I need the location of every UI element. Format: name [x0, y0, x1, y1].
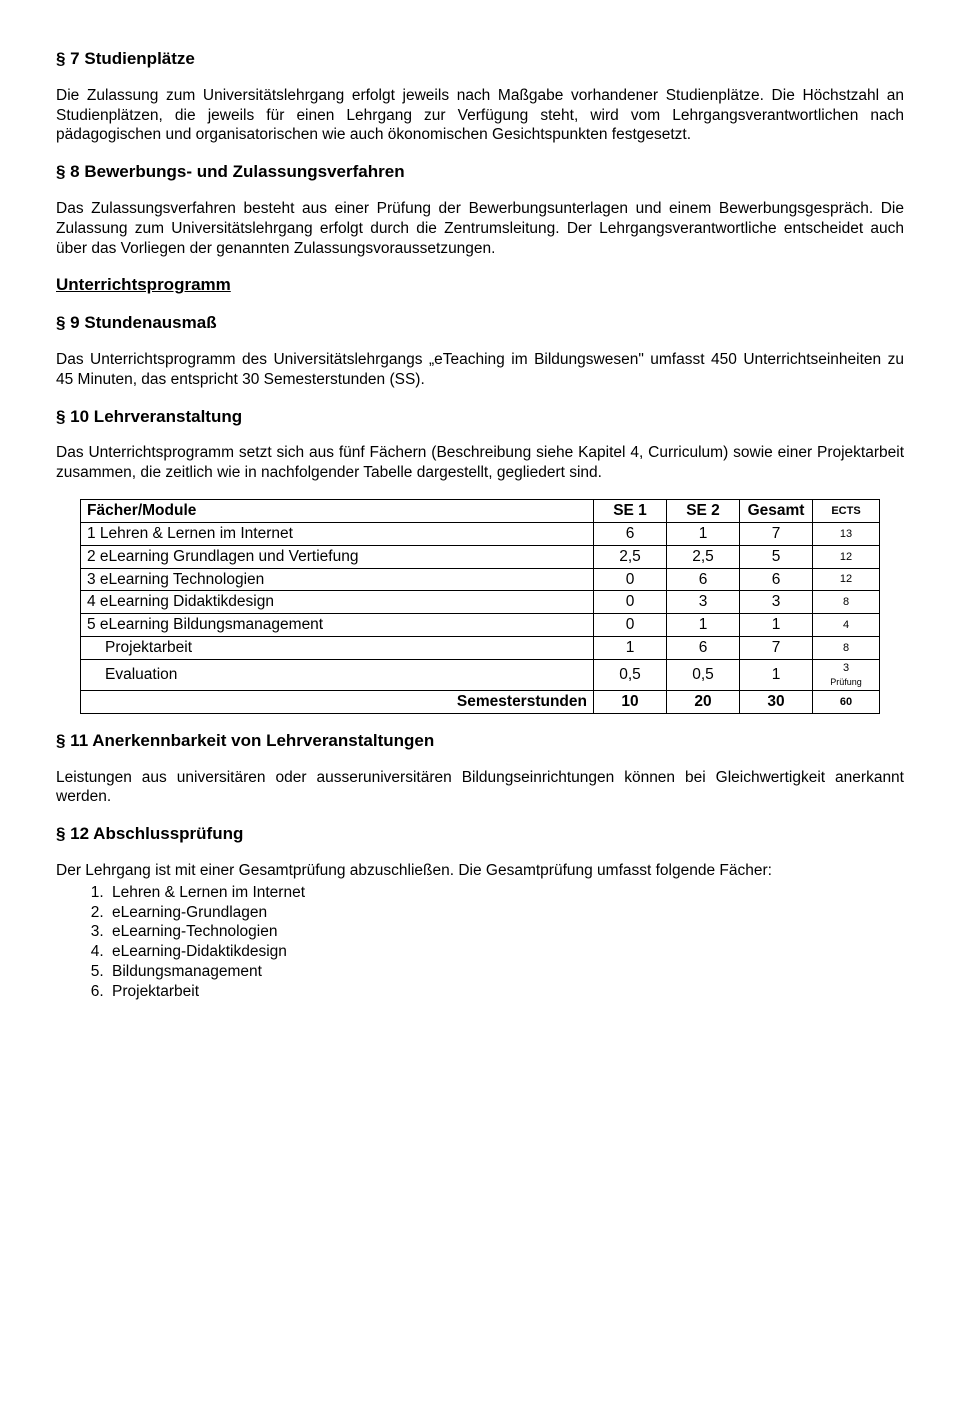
- cell-module: Projektarbeit: [81, 637, 594, 660]
- section-8-title: § 8 Bewerbungs- und Zulassungsverfahren: [56, 161, 904, 183]
- cell-module: 4 eLearning Didaktikdesign: [81, 591, 594, 614]
- cell-ges: 5: [740, 545, 813, 568]
- section-11-body: Leistungen aus universitären oder ausser…: [56, 768, 904, 808]
- section-7-title: § 7 Studienplätze: [56, 48, 904, 70]
- cell-se2: 1: [667, 522, 740, 545]
- cell-se1: 0: [594, 591, 667, 614]
- section-8-body: Das Zulassungsverfahren besteht aus eine…: [56, 199, 904, 258]
- cell-ges: 7: [740, 522, 813, 545]
- cell-ects: 13: [813, 522, 880, 545]
- cell-se1: 2,5: [594, 545, 667, 568]
- cell-se2: 1: [667, 614, 740, 637]
- total-se1: 10: [594, 690, 667, 713]
- cell-se1: 1: [594, 637, 667, 660]
- section-11-title: § 11 Anerkennbarkeit von Lehrveranstaltu…: [56, 730, 904, 752]
- table-row: Projektarbeit1678: [81, 637, 880, 660]
- table-row: 3 eLearning Technologien06612: [81, 568, 880, 591]
- cell-se2: 0,5: [667, 659, 740, 690]
- exam-subject-item: Projektarbeit: [108, 982, 904, 1002]
- section-9-body: Das Unterrichtsprogramm des Universitäts…: [56, 350, 904, 390]
- cell-ects: 3Prüfung: [813, 659, 880, 690]
- table-row: 4 eLearning Didaktikdesign0338: [81, 591, 880, 614]
- cell-ges: 7: [740, 637, 813, 660]
- table-total-row: Semesterstunden 10 20 30 60: [81, 690, 880, 713]
- col-modules: Fächer/Module: [81, 500, 594, 523]
- table-row: 5 eLearning Bildungsmanagement0114: [81, 614, 880, 637]
- cell-se2: 6: [667, 568, 740, 591]
- exam-subjects-list: Lehren & Lernen im InterneteLearning-Gru…: [84, 883, 904, 1002]
- cell-ges: 3: [740, 591, 813, 614]
- table-row: Evaluation0,50,513Prüfung: [81, 659, 880, 690]
- section-9-title: § 9 Stundenausmaß: [56, 312, 904, 334]
- section-7-body: Die Zulassung zum Universitätslehrgang e…: [56, 86, 904, 145]
- cell-se1: 0: [594, 614, 667, 637]
- cell-module: 3 eLearning Technologien: [81, 568, 594, 591]
- cell-se2: 6: [667, 637, 740, 660]
- unterrichtsprogramm-heading: Unterrichtsprogramm: [56, 274, 904, 296]
- cell-ects: 8: [813, 591, 880, 614]
- exam-subject-item: Lehren & Lernen im Internet: [108, 883, 904, 903]
- col-gesamt: Gesamt: [740, 500, 813, 523]
- total-ges: 30: [740, 690, 813, 713]
- col-se2: SE 2: [667, 500, 740, 523]
- col-se1: SE 1: [594, 500, 667, 523]
- section-12-title: § 12 Abschlussprüfung: [56, 823, 904, 845]
- table-row: 1 Lehren & Lernen im Internet61713: [81, 522, 880, 545]
- cell-ects: 4: [813, 614, 880, 637]
- total-label: Semesterstunden: [81, 690, 594, 713]
- exam-subject-item: eLearning-Technologien: [108, 922, 904, 942]
- cell-ects: 12: [813, 545, 880, 568]
- cell-se1: 0,5: [594, 659, 667, 690]
- section-10-body: Das Unterrichtsprogramm setzt sich aus f…: [56, 443, 904, 483]
- total-se2: 20: [667, 690, 740, 713]
- cell-ects: 12: [813, 568, 880, 591]
- cell-module: Evaluation: [81, 659, 594, 690]
- cell-ges: 1: [740, 659, 813, 690]
- cell-se1: 0: [594, 568, 667, 591]
- exam-subject-item: eLearning-Didaktikdesign: [108, 942, 904, 962]
- cell-module: 2 eLearning Grundlagen und Vertiefung: [81, 545, 594, 568]
- cell-se1: 6: [594, 522, 667, 545]
- exam-subject-item: Bildungsmanagement: [108, 962, 904, 982]
- cell-ges: 6: [740, 568, 813, 591]
- section-12-body: Der Lehrgang ist mit einer Gesamtprüfung…: [56, 861, 904, 881]
- col-ects: ECTS: [813, 500, 880, 523]
- total-ects: 60: [813, 690, 880, 713]
- cell-ges: 1: [740, 614, 813, 637]
- cell-module: 5 eLearning Bildungsmanagement: [81, 614, 594, 637]
- cell-module: 1 Lehren & Lernen im Internet: [81, 522, 594, 545]
- exam-subject-item: eLearning-Grundlagen: [108, 903, 904, 923]
- section-10-title: § 10 Lehrveranstaltung: [56, 406, 904, 428]
- table-row: 2 eLearning Grundlagen und Vertiefung2,5…: [81, 545, 880, 568]
- cell-se2: 3: [667, 591, 740, 614]
- cell-se2: 2,5: [667, 545, 740, 568]
- course-table: Fächer/Module SE 1 SE 2 Gesamt ECTS 1 Le…: [80, 499, 880, 714]
- table-header-row: Fächer/Module SE 1 SE 2 Gesamt ECTS: [81, 500, 880, 523]
- cell-ects: 8: [813, 637, 880, 660]
